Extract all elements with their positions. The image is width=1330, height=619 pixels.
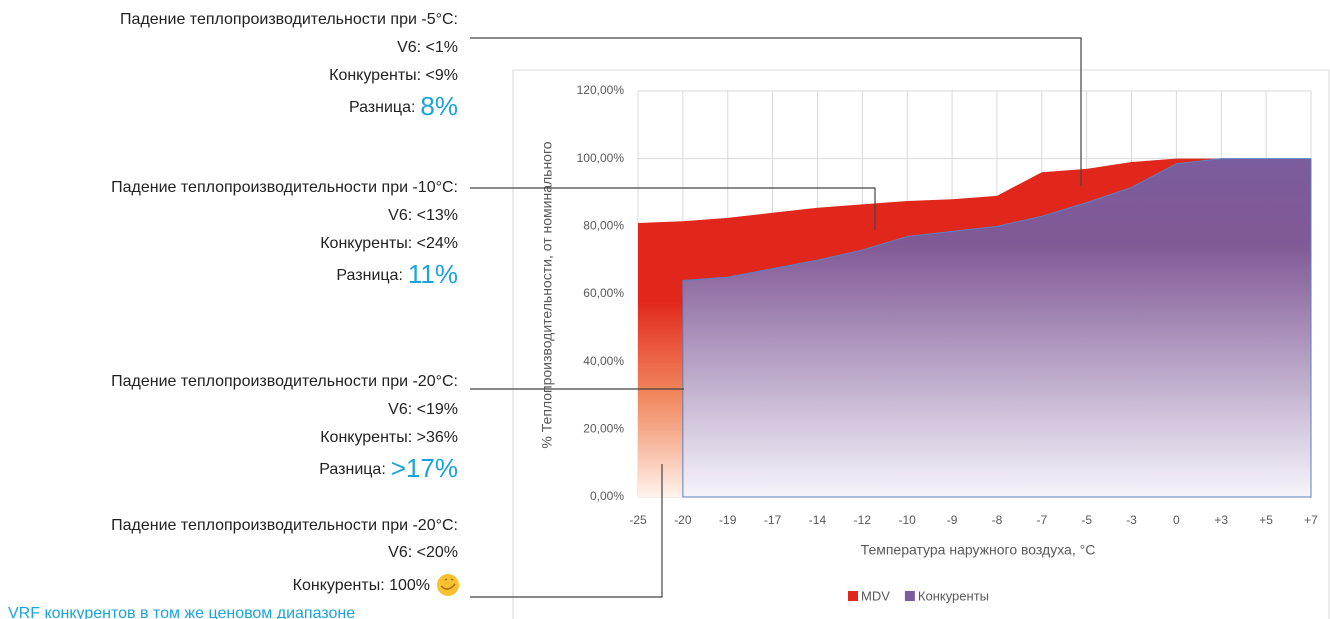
x-tick-label: -20: [674, 513, 692, 527]
annotation-v6: V6: <13%: [388, 207, 458, 224]
x-tick-label: -12: [854, 513, 872, 527]
annotation-competitors: Конкуренты: 100%: [293, 577, 430, 594]
x-tick-label: -10: [899, 513, 917, 527]
legend-swatch: [904, 591, 915, 601]
legend-swatch: [848, 591, 858, 601]
connector: [470, 464, 663, 598]
annotation-title: Падение теплопроизводительности при -5°C…: [120, 11, 458, 28]
legend-label: MDV: [861, 588, 890, 603]
x-tick-label: -3: [1126, 513, 1137, 527]
area: [682, 158, 1312, 498]
annotation-competitors: Конкуренты: >36%: [320, 429, 458, 446]
y-tick-label: 40,00%: [583, 354, 624, 368]
annotation-competitors: Конкуренты: <24%: [320, 235, 458, 252]
annotation-v6: V6: <20%: [388, 544, 458, 561]
x-tick-label: -7: [1036, 513, 1047, 527]
annotations: Падение теплопроизводительности при -5°C…: [8, 11, 459, 619]
x-axis-title: Температура наружного воздуха, °C: [861, 542, 1096, 558]
x-tick-label: +3: [1214, 513, 1228, 527]
y-tick-label: 120,00%: [577, 83, 625, 97]
x-tick-label: 0: [1173, 513, 1180, 527]
x-tick-label: -25: [629, 513, 647, 527]
annotation-title: Падение теплопроизводительности при -20°…: [111, 373, 458, 390]
annotation-title: Падение теплопроизводительности при -20°…: [111, 517, 458, 534]
annotation-diff: Разница: >17%: [319, 453, 458, 483]
annotation-v6: V6: <19%: [388, 401, 458, 418]
x-tick-label: -19: [719, 513, 737, 527]
y-tick-label: 80,00%: [583, 219, 624, 233]
connector: [470, 187, 876, 230]
smiley-icon: [437, 574, 459, 596]
connectors: [470, 37, 1082, 598]
plot: 0,00% 20,00% 40,00% 60,00% 80,00% 100,00% 120,…: [539, 83, 1318, 603]
legend-label: Конкуренты: [918, 588, 989, 603]
diff-value: >17%: [391, 453, 458, 483]
x-tick-label: -17: [764, 513, 782, 527]
footer: VRF конкурентов в том же ценовом диапазо…: [8, 605, 355, 619]
diff-label: Разница:: [336, 267, 402, 284]
x-tick-label: -5: [1081, 513, 1092, 527]
annotation-title: Падение теплопроизводительности при -10°…: [111, 179, 458, 196]
diff-value: 8%: [420, 91, 458, 121]
diff-label: Разница:: [349, 99, 415, 116]
annotation-diff: Разница: 8%: [349, 91, 458, 121]
diff-value: 11%: [408, 259, 458, 289]
annotation-diff: Разница: 11%: [336, 259, 458, 289]
y-axis-title: % Теплопроизводительности, от номинально…: [539, 141, 555, 448]
diff-label: Разница:: [319, 461, 385, 478]
x-tick-label: +7: [1304, 513, 1318, 527]
x-tick-label: -14: [809, 513, 827, 527]
y-tick-label: 100,00%: [577, 151, 625, 165]
connector: [470, 37, 1082, 186]
x-tick-label: -8: [992, 513, 1003, 527]
y-tick-label: 20,00%: [583, 422, 624, 436]
annotation-competitors: Конкуренты: <9%: [329, 67, 458, 84]
y-tick-label: 60,00%: [583, 286, 624, 300]
y-tick-label: 0,00%: [590, 489, 624, 503]
x-tick-label: +5: [1259, 513, 1273, 527]
annotation-v6: V6: <1%: [397, 39, 458, 56]
x-tick-label: -9: [947, 513, 958, 527]
